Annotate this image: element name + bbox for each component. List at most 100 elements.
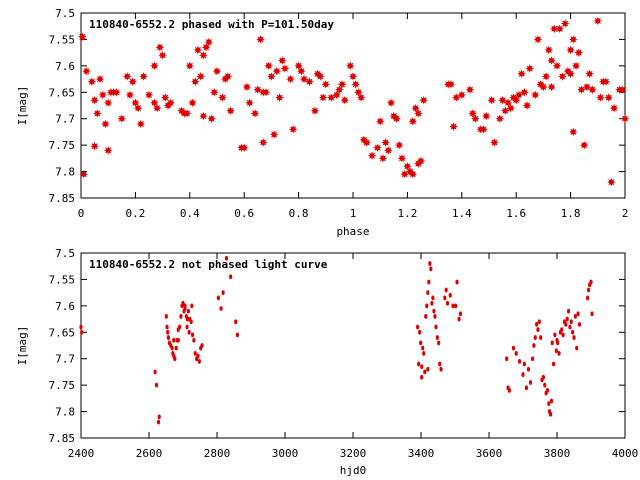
phased-data-point xyxy=(209,87,219,97)
unphased-data-point xyxy=(429,266,433,272)
phased-data-point xyxy=(253,85,263,94)
unphased-y-tick-label: 7.85 xyxy=(49,432,76,445)
phased-data-point xyxy=(139,72,148,81)
phased-data-point xyxy=(87,77,97,87)
unphased-data-point xyxy=(557,351,561,356)
unphased-data-point xyxy=(437,340,441,346)
phased-data-point xyxy=(212,66,222,76)
phased-data-point xyxy=(280,64,290,73)
phased-data-point xyxy=(408,169,418,179)
unphased-data-point xyxy=(196,353,200,359)
unphased-data-point xyxy=(455,279,459,285)
unphased-data-point xyxy=(507,388,511,393)
phased-data-point xyxy=(321,80,331,89)
unphased-data-point xyxy=(235,332,239,338)
unphased-data-point xyxy=(518,358,522,364)
unphased-data-point xyxy=(432,308,436,314)
phased-data-point xyxy=(577,85,586,94)
phased-data-point xyxy=(449,122,458,131)
phased-x-tick-label: 1.2 xyxy=(397,207,417,220)
unphased-data-point xyxy=(536,327,540,333)
phased-data-point xyxy=(465,85,475,94)
phased-data-point xyxy=(190,77,200,87)
phased-data-point xyxy=(566,69,575,79)
phased-data-point xyxy=(326,93,336,102)
unphased-data-point xyxy=(532,343,536,348)
phased-data-point xyxy=(514,90,524,100)
phased-data-point xyxy=(267,72,276,81)
phased-data-point xyxy=(193,45,203,55)
unphased-data-point xyxy=(457,316,461,322)
unphased-data-point xyxy=(234,319,238,325)
phased-data-point xyxy=(585,69,594,79)
phased-data-point xyxy=(408,117,418,126)
unphased-data-point xyxy=(427,279,431,285)
phased-data-point xyxy=(158,50,167,60)
phased-data-point xyxy=(609,103,619,113)
phased-y-tick-label: 7.85 xyxy=(49,192,76,205)
phased-data-point xyxy=(403,161,412,171)
unphased-data-point xyxy=(183,303,187,309)
unphased-data-point xyxy=(431,295,435,301)
unphased-plot-frame xyxy=(80,252,626,439)
phased-data-point xyxy=(392,114,401,124)
phased-data-point xyxy=(258,138,268,147)
phased-data-point xyxy=(103,98,113,108)
unphased-data-point xyxy=(547,401,551,407)
phased-data-point xyxy=(332,90,341,100)
phased-data-point xyxy=(316,72,325,81)
unphased-data-point xyxy=(537,319,541,325)
unphased-data-point xyxy=(561,332,565,338)
phased-plot-frame xyxy=(80,12,626,199)
phased-data-point xyxy=(264,61,273,71)
phased-data-point xyxy=(305,77,314,87)
phased-data-point xyxy=(525,64,535,73)
phased-data-point xyxy=(416,156,426,166)
phased-data-point xyxy=(340,95,350,105)
phased-data-point xyxy=(520,87,529,97)
phased-data-point xyxy=(530,90,540,100)
unphased-data-point xyxy=(541,374,546,380)
unphased-data-point xyxy=(587,287,591,293)
unphased-data-point xyxy=(434,324,438,330)
unphased-data-point xyxy=(153,369,157,375)
phased-data-point xyxy=(620,114,630,124)
phased-data-point xyxy=(539,82,548,92)
unphased-data-points xyxy=(79,255,594,425)
phased-data-point xyxy=(411,103,420,113)
phased-data-point xyxy=(356,93,366,102)
unphased-data-point xyxy=(539,335,543,340)
unphased-data-point xyxy=(419,340,423,346)
phased-data-point xyxy=(152,103,162,113)
phased-data-point xyxy=(90,141,99,151)
phased-y-tick-label: 7.5 xyxy=(55,7,75,20)
phased-data-point xyxy=(117,114,127,124)
unphased-data-point xyxy=(505,356,509,362)
unphased-data-point xyxy=(173,356,177,362)
phased-x-tick-label: 1 xyxy=(350,207,357,220)
phased-chart-title: 110840-6552.2 phased with P=101.50day xyxy=(89,18,334,31)
unphased-data-point xyxy=(224,255,229,261)
unphased-light-curve-panel: 7.5 7.55 7.6 7.65 7.7 7.75 7.8 7.85 2400 2600 2800… xyxy=(16,247,638,477)
phased-data-point xyxy=(345,61,355,71)
unphased-data-point xyxy=(566,308,571,314)
phased-data-point xyxy=(517,69,526,79)
phased-data-point xyxy=(354,87,363,97)
phased-data-point xyxy=(199,111,208,121)
unphased-data-point xyxy=(444,287,448,293)
phased-data-point xyxy=(397,154,407,163)
phased-x-tick-label: 1.6 xyxy=(506,207,526,220)
unphased-data-point xyxy=(165,324,169,330)
phased-data-point xyxy=(457,90,467,100)
phased-data-points xyxy=(78,16,630,187)
phased-data-point xyxy=(245,98,254,108)
phased-data-point xyxy=(566,45,575,55)
unphased-y-tick-label: 7.75 xyxy=(49,379,76,392)
unphased-data-point xyxy=(553,332,557,338)
unphased-data-point xyxy=(166,329,170,335)
unphased-data-point xyxy=(423,369,427,375)
unphased-data-point xyxy=(569,319,573,325)
phased-y-tick-label: 7.7 xyxy=(55,113,75,126)
unphased-data-point xyxy=(185,324,189,330)
